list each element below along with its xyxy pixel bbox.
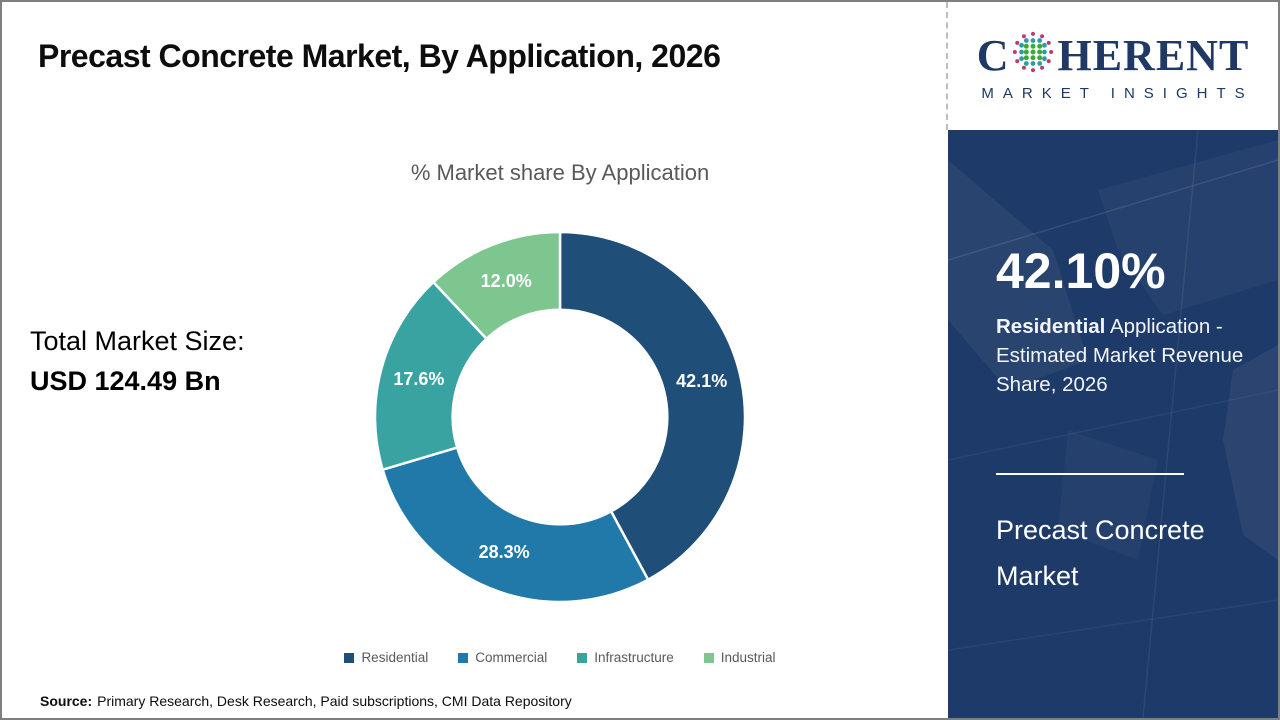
total-market-label: Total Market Size: bbox=[30, 326, 245, 356]
legend-item-residential: Residential bbox=[344, 650, 428, 665]
source-note: Source: Primary Research, Desk Research, … bbox=[40, 693, 572, 709]
donut-label-residential: 42.1% bbox=[676, 371, 727, 391]
legend-swatch-commercial bbox=[458, 652, 469, 663]
donut-segment-infrastructure bbox=[373, 280, 488, 471]
sidebar-content: 42.10% Residential Application - Estimat… bbox=[948, 130, 1278, 599]
donut-label-infrastructure: 17.6% bbox=[393, 369, 444, 389]
donut-label-industrial: 12.0% bbox=[481, 271, 532, 291]
chart-legend: Residential Commercial Infrastructure Indus… bbox=[320, 650, 800, 665]
brand-prefix: C bbox=[976, 30, 1010, 80]
brand-suffix: HERENT bbox=[1057, 30, 1250, 80]
donut-chart: 42.1% 28.3% 17.6% 12.0% bbox=[373, 230, 747, 604]
total-market-block: Total Market Size: USD 124.49 Bn bbox=[30, 326, 245, 397]
brand-subtitle: MARKET INSIGHTS bbox=[981, 84, 1254, 102]
world-map-graphic bbox=[948, 130, 1278, 718]
source-text: Primary Research, Desk Research, Paid su… bbox=[97, 693, 572, 709]
legend-label-commercial: Commercial bbox=[475, 650, 548, 665]
sidebar-panel: 42.10% Residential Application - Estimat… bbox=[948, 130, 1278, 718]
page-title: Precast Concrete Market, By Application,… bbox=[38, 38, 721, 74]
legend-swatch-infrastructure bbox=[577, 652, 588, 663]
chart-title: % Market share By Application bbox=[410, 160, 710, 185]
legend-label-residential: Residential bbox=[361, 650, 429, 665]
legend-swatch-residential bbox=[344, 652, 355, 663]
legend-swatch-industrial bbox=[703, 652, 714, 663]
sidebar-divider bbox=[996, 473, 1184, 476]
stat-description: Residential Application - Estimated Mark… bbox=[996, 312, 1244, 399]
brand-logo: C bbox=[946, 2, 1278, 130]
legend-item-commercial: Commercial bbox=[458, 650, 547, 665]
stat-headline: 42.10% bbox=[996, 243, 1166, 299]
source-label: Source: bbox=[40, 693, 93, 709]
donut-label-commercial: 28.3% bbox=[479, 542, 530, 562]
donut-segment-residential bbox=[558, 230, 747, 581]
legend-label-infrastructure: Infrastructure bbox=[594, 650, 674, 665]
donut-segment-commercial bbox=[381, 446, 650, 604]
legend-label-industrial: Industrial bbox=[720, 650, 776, 665]
stat-description-bold: Residential bbox=[996, 315, 1106, 338]
globe-dots-icon bbox=[1012, 31, 1054, 81]
sidebar-market-name: Precast Concrete Market bbox=[996, 515, 1205, 592]
brand-name: C bbox=[977, 31, 1250, 81]
total-market-value: USD 124.49 Bn bbox=[30, 366, 221, 396]
donut-segment-industrial bbox=[432, 230, 562, 341]
legend-item-industrial: Industrial bbox=[703, 650, 776, 665]
stat-description-rest: Application - Estimated Market Revenue S… bbox=[996, 315, 1244, 397]
legend-item-infrastructure: Infrastructure bbox=[577, 650, 674, 665]
